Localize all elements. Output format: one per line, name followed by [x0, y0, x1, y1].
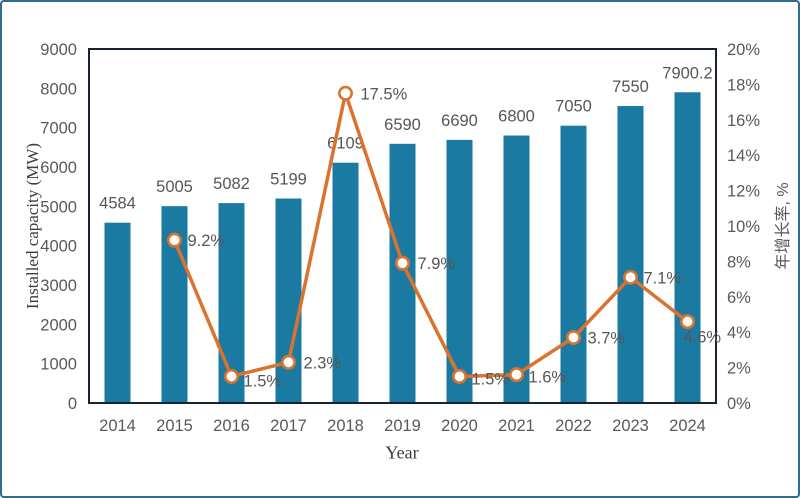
bar-2021	[503, 135, 530, 404]
bar-label-2016: 5082	[213, 175, 250, 193]
bar-2018	[332, 162, 359, 403]
y-left-tick-1000: 1000	[40, 356, 77, 374]
x-tick-2014: 2014	[99, 417, 136, 435]
y-right-tick-14%: 14%	[727, 147, 760, 165]
bar-label-2014: 4584	[99, 195, 136, 213]
bar-label-2021: 6800	[498, 108, 535, 126]
bar-label-2017: 5199	[270, 171, 307, 189]
x-tick-2021: 2021	[498, 417, 535, 435]
line-marker-2015	[167, 232, 183, 248]
y-left-tick-8000: 8000	[40, 80, 77, 98]
bar-label-2023: 7550	[612, 78, 649, 96]
line-marker-2017	[280, 354, 296, 370]
y-left-tick-2000: 2000	[40, 316, 77, 334]
line-label-2016: 1.5%	[244, 372, 282, 390]
line-marker-2024	[679, 314, 695, 330]
y-left-tick-6000: 6000	[40, 159, 77, 177]
line-label-2019: 7.9%	[418, 255, 456, 273]
x-tick-2023: 2023	[612, 417, 649, 435]
bar-label-2022: 7050	[555, 98, 592, 116]
line-label-2015: 9.2%	[188, 232, 226, 250]
y-right-tick-10%: 10%	[727, 218, 760, 236]
bar-label-2019: 6590	[384, 116, 421, 134]
bar-2014	[104, 222, 131, 403]
bar-2019	[389, 143, 416, 403]
line-label-2017: 2.3%	[304, 354, 342, 372]
y-right-tick-2%: 2%	[727, 360, 751, 378]
line-label-2023: 7.1%	[644, 269, 682, 287]
x-tick-2018: 2018	[327, 417, 364, 435]
y-left-tick-0: 0	[68, 395, 77, 413]
y-right-tick-6%: 6%	[727, 289, 751, 307]
y-right-tick-20%: 20%	[727, 41, 760, 59]
line-label-2020: 1.5%	[472, 370, 510, 388]
x-tick-2015: 2015	[156, 417, 193, 435]
x-tick-2019: 2019	[384, 417, 421, 435]
y-right-tick-4%: 4%	[727, 324, 751, 342]
growth-line	[172, 91, 690, 379]
line-label-2018: 17.5%	[361, 85, 408, 103]
left-axis-title: Installed capacity (MW)	[23, 142, 42, 310]
line-marker-2018	[337, 85, 353, 101]
y-right-tick-16%: 16%	[727, 112, 760, 130]
line-marker-2021	[508, 367, 524, 383]
bar-label-2015: 5005	[156, 178, 193, 196]
y-right-tick-12%: 12%	[727, 183, 760, 201]
bar-label-2024: 7900.2	[662, 64, 712, 82]
x-tick-2024: 2024	[669, 417, 706, 435]
line-marker-2016	[224, 368, 240, 384]
bar-2024	[674, 92, 701, 404]
line-label-2022: 3.7%	[588, 330, 626, 348]
x-tick-2017: 2017	[270, 417, 307, 435]
y-right-tick-8%: 8%	[727, 253, 751, 271]
line-marker-2020	[451, 368, 467, 384]
line-marker-2023	[622, 269, 638, 285]
y-left-tick-5000: 5000	[40, 198, 77, 216]
y-left-tick-9000: 9000	[40, 41, 77, 59]
x-tick-2020: 2020	[441, 417, 478, 435]
line-marker-2019	[394, 255, 410, 271]
x-axis-title: Year	[385, 442, 419, 463]
plot-border	[88, 48, 717, 404]
y-left-tick-3000: 3000	[40, 277, 77, 295]
bar-label-2020: 6690	[441, 112, 478, 130]
line-label-2024: 4.6%	[684, 329, 722, 347]
y-left-tick-7000: 7000	[40, 120, 77, 138]
y-right-tick-18%: 18%	[727, 76, 760, 94]
x-tick-2022: 2022	[555, 417, 592, 435]
bar-2023	[617, 106, 644, 404]
y-left-tick-4000: 4000	[40, 238, 77, 256]
y-right-tick-0%: 0%	[727, 395, 751, 413]
line-label-2021: 1.6%	[529, 369, 567, 387]
line-marker-2022	[565, 330, 581, 346]
bar-2022	[560, 125, 587, 403]
right-axis-title: 年增长率, %	[775, 182, 792, 270]
x-tick-2016: 2016	[213, 417, 250, 435]
